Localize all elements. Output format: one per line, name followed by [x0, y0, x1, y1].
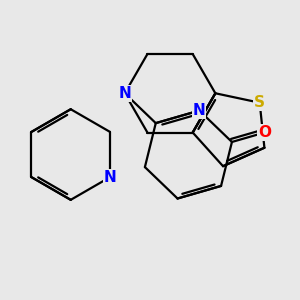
Text: N: N: [103, 170, 116, 185]
Text: N: N: [118, 86, 131, 101]
Text: N: N: [193, 103, 206, 118]
Text: S: S: [254, 95, 265, 110]
Text: O: O: [258, 125, 271, 140]
